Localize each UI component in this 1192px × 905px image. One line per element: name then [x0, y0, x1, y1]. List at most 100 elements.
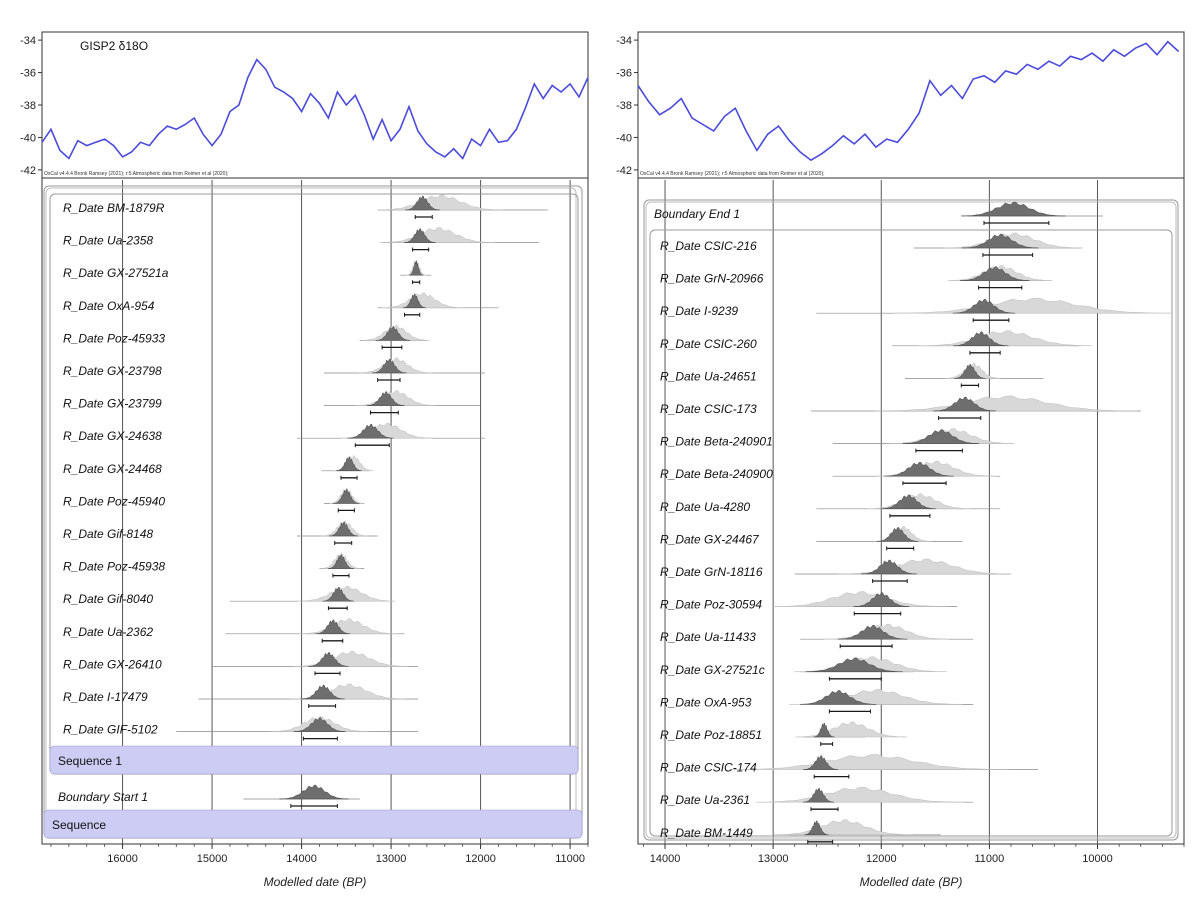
- x-tick-label: 12000: [866, 853, 897, 865]
- date-row: R_Date Beta-240900: [660, 460, 1001, 486]
- prior-distribution: [943, 232, 1083, 249]
- date-row-label: R_Date OxA-954: [63, 299, 155, 313]
- x-tick-label: 11000: [555, 853, 585, 865]
- prior-distribution: [382, 292, 463, 309]
- climate-y-tick-label: -36: [20, 68, 36, 80]
- date-row: R_Date GIF-5102: [63, 716, 418, 741]
- date-row-label: Boundary Start 1: [58, 790, 148, 804]
- date-row: R_Date Ua-2358: [63, 227, 539, 252]
- right-outer-box-inner: [645, 201, 1177, 839]
- date-row: R_Date GX-24468: [63, 455, 374, 480]
- x-tick-label: 13000: [758, 853, 789, 865]
- date-row-label: R_Date Poz-18851: [660, 728, 762, 742]
- date-row-label: R_Date Gif-8040: [63, 592, 153, 606]
- date-row: R_Date BM-1879R: [63, 194, 548, 219]
- date-row: R_Date OxA-953: [660, 689, 974, 714]
- posterior-distribution: [804, 820, 829, 836]
- posterior-distribution: [347, 423, 394, 439]
- left-model-gridlines: [122, 180, 571, 844]
- left-climate-line: [41, 58, 589, 160]
- prior-distribution: [755, 786, 964, 803]
- date-row: R_Date CSIC-216: [660, 232, 1083, 257]
- date-row-label: R_Date Poz-45938: [63, 560, 165, 574]
- date-row-label: R_Date GX-27521a: [63, 266, 169, 280]
- date-row: R_Date Ua-24651: [660, 363, 1044, 388]
- date-row: R_Date GrN-20966: [660, 265, 1053, 290]
- prior-distribution: [358, 357, 434, 374]
- date-row: R_Date Ua-4280: [660, 493, 1001, 518]
- posterior-distribution: [322, 586, 355, 602]
- date-row-label: R_Date GrN-18116: [660, 565, 763, 579]
- posterior-distribution: [952, 298, 1016, 314]
- left-x-axis: 16000 15000 14000 13000 12000 11000: [50, 844, 589, 865]
- posterior-distribution: [954, 364, 986, 379]
- left-panel: -34 -36 -38 -40 -42 GISP2 δ18O OxCal v4.4.4 …: [20, 31, 589, 889]
- date-row: R_Date BM-1449: [660, 819, 941, 844]
- date-row: R_Date GX-24638: [63, 422, 486, 448]
- left-climate-credit: OxCal v4.4.4 Bronk Ramsey (2021); r:5 At…: [44, 171, 229, 177]
- date-row-label: R_Date GX-24638: [63, 429, 162, 443]
- prior-distribution: [866, 493, 972, 510]
- date-row: Boundary End 1: [654, 201, 1103, 225]
- date-row: R_Date Poz-45938: [63, 553, 365, 578]
- right-model-gridlines: [664, 180, 1099, 844]
- climate-y-tick-label: -42: [616, 165, 632, 177]
- date-row-label: R_Date Ua-11433: [660, 630, 756, 644]
- x-tick-label: 14000: [286, 853, 317, 865]
- posterior-distribution: [933, 396, 996, 412]
- date-row-label: R_Date CSIC-216: [660, 239, 757, 253]
- date-row: R_Date CSIC-260: [660, 330, 1093, 355]
- date-row: R_Date Poz-45933: [63, 325, 431, 350]
- x-tick-label: 16000: [107, 853, 138, 865]
- right-phase-box: [649, 229, 1173, 837]
- posterior-distribution: [853, 592, 910, 607]
- posterior-distribution: [876, 527, 919, 542]
- date-row-label: R_Date Ua-4280: [660, 500, 750, 514]
- date-row: R_Date Gif-8040: [63, 585, 396, 611]
- posterior-distribution: [813, 722, 835, 738]
- prior-distribution: [355, 390, 436, 406]
- date-row: R_Date CSIC-173: [660, 395, 1141, 420]
- date-row: R_Date I-17479: [63, 683, 418, 708]
- posterior-distribution: [315, 619, 351, 635]
- prior-distribution: [773, 819, 913, 836]
- date-row: R_Date Poz-30594: [660, 591, 957, 616]
- posterior-distribution: [308, 652, 349, 667]
- left-date-rows: R_Date BM-1879R R_Date Ua-2358 R_Date GX-2…: [58, 194, 548, 808]
- posterior-distribution: [803, 755, 839, 770]
- right-panel: -34 -36 -38 -40 -42 OxCal v4.4.4 Bronk Ramse…: [616, 31, 1185, 889]
- posterior-distribution: [403, 228, 436, 243]
- posterior-distribution: [961, 201, 1066, 217]
- date-row-label: R_Date Beta-240901: [660, 435, 773, 449]
- posterior-distribution: [293, 717, 346, 732]
- date-row: R_Date GX-27521a: [63, 259, 432, 285]
- posterior-distribution: [837, 624, 908, 640]
- posterior-distribution: [902, 429, 980, 444]
- x-tick-label: 14000: [650, 853, 681, 865]
- posterior-distribution: [366, 391, 405, 406]
- date-row: R_Date OxA-954: [63, 292, 499, 317]
- posterior-distribution: [805, 657, 903, 673]
- date-row: R_Date GX-23798: [63, 357, 486, 382]
- x-tick-label: 15000: [197, 853, 228, 865]
- right-climate-line: [637, 40, 1180, 162]
- right-climate-y-ticks: -34 -36 -38 -40 -42: [616, 35, 638, 177]
- outer-sequence-band: [43, 809, 583, 839]
- date-row: R_Date Ua-2361: [660, 786, 974, 812]
- prior-distribution: [380, 227, 496, 243]
- date-row-label: R_Date Poz-30594: [660, 598, 762, 612]
- date-row: R_Date Beta-240901: [660, 428, 1015, 453]
- right-outer-box: [643, 199, 1179, 841]
- posterior-distribution: [952, 331, 1009, 347]
- right-climate-credit: OxCal v4.4.4 Bronk Ramsey (2021); r:5 At…: [640, 171, 825, 177]
- date-row: R_Date GX-27521c: [660, 656, 947, 681]
- date-row-label: R_Date GX-23799: [63, 397, 162, 411]
- date-row-label: R_Date GX-23798: [63, 364, 162, 378]
- date-row-label: R_Date Ua-24651: [660, 369, 757, 383]
- date-row-label: R_Date GIF-5102: [63, 723, 158, 737]
- prior-distribution: [731, 754, 1010, 770]
- date-row: R_Date GX-24467: [660, 526, 963, 551]
- climate-y-tick-label: -34: [20, 35, 36, 47]
- date-row-label: R_Date I-9239: [660, 304, 738, 318]
